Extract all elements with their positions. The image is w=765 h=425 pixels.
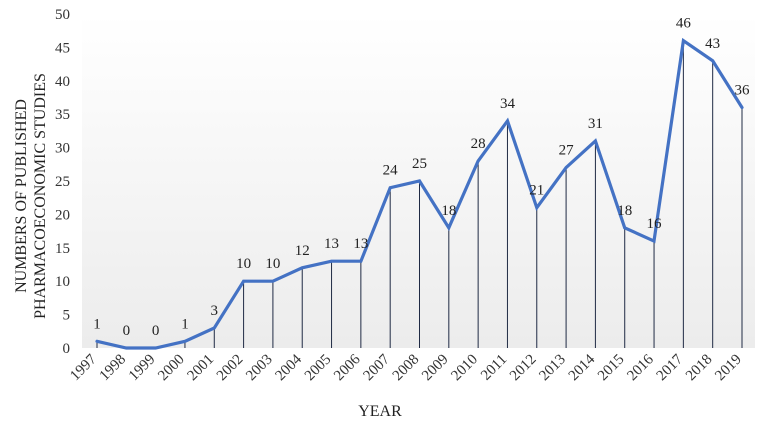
x-tick-label: 2012: [507, 352, 540, 385]
x-tick-label: 2010: [448, 352, 481, 385]
data-label: 18: [441, 203, 456, 219]
data-label: 10: [236, 256, 251, 272]
x-tick-label: 2003: [243, 352, 276, 385]
drop-lines: [96, 40, 743, 348]
y-tick-label: 5: [63, 308, 71, 324]
x-tick-label: 2019: [712, 352, 745, 385]
x-axis-title: YEAR: [358, 403, 402, 420]
x-tick-label: 2004: [273, 351, 306, 384]
data-label: 34: [500, 96, 516, 112]
x-tick-label: 2018: [683, 352, 716, 385]
x-tick-label: 2000: [155, 352, 188, 385]
data-label: 27: [559, 143, 575, 159]
y-tick-label: 10: [55, 274, 70, 290]
y-tick-label: 40: [55, 74, 70, 90]
y-tick-label: 0: [63, 341, 71, 357]
x-tick-label: 2007: [360, 351, 393, 384]
x-tick-label: 2014: [566, 351, 599, 384]
series-group: [95, 37, 744, 350]
y-tick-label: 15: [55, 241, 70, 257]
y-tick-label: 25: [55, 174, 70, 190]
data-label: 0: [152, 323, 160, 339]
data-label: 21: [529, 183, 544, 199]
data-label: 3: [211, 303, 219, 319]
data-label: 1: [181, 316, 189, 332]
data-label: 0: [123, 323, 131, 339]
data-label: 13: [353, 236, 368, 252]
data-label: 36: [735, 83, 751, 99]
data-label: 12: [295, 243, 310, 259]
y-axis-title-line-2: PHARMACOECONOMIC STUDIES: [32, 73, 49, 319]
x-tick-label: 2015: [595, 352, 628, 385]
y-tick-label: 30: [55, 141, 70, 157]
x-tick-label: 2001: [185, 352, 218, 385]
x-tick-label: 2002: [214, 352, 247, 385]
x-tick-label: 2005: [302, 352, 335, 385]
data-label: 31: [588, 116, 603, 132]
y-axis-title-line-1: NUMBERS OF PUBLISHED: [13, 99, 30, 293]
x-tick-label: 2011: [478, 352, 510, 384]
series-line: [95, 37, 744, 350]
y-axis-ticks: 0 5 10 15 20 25 30 35 40 45 50: [55, 7, 70, 357]
x-tick-label: 2008: [390, 352, 423, 385]
x-axis-ticks: 1997199819992000200120022003200420052006…: [67, 351, 745, 384]
data-label: 24: [383, 163, 399, 179]
data-label: 25: [412, 156, 427, 172]
y-tick-label: 35: [55, 107, 70, 123]
x-tick-label: 2016: [624, 351, 657, 384]
x-tick-label: 1997: [67, 351, 100, 384]
y-tick-label: 50: [55, 7, 70, 23]
x-tick-label: 2013: [536, 352, 569, 385]
data-label: 46: [676, 16, 692, 32]
data-label: 1: [93, 316, 101, 332]
x-tick-label: 1998: [97, 352, 130, 385]
data-label: 13: [324, 236, 339, 252]
y-tick-label: 45: [55, 40, 70, 56]
data-label: 18: [617, 203, 632, 219]
data-label: 43: [705, 36, 720, 52]
x-tick-label: 1999: [126, 352, 159, 385]
data-label: 28: [471, 136, 486, 152]
x-tick-label: 2009: [419, 352, 452, 385]
data-label: 16: [647, 216, 663, 232]
y-tick-label: 20: [55, 207, 70, 223]
x-tick-label: 2006: [331, 351, 364, 384]
data-label: 10: [265, 256, 280, 272]
x-tick-label: 2017: [654, 351, 687, 384]
